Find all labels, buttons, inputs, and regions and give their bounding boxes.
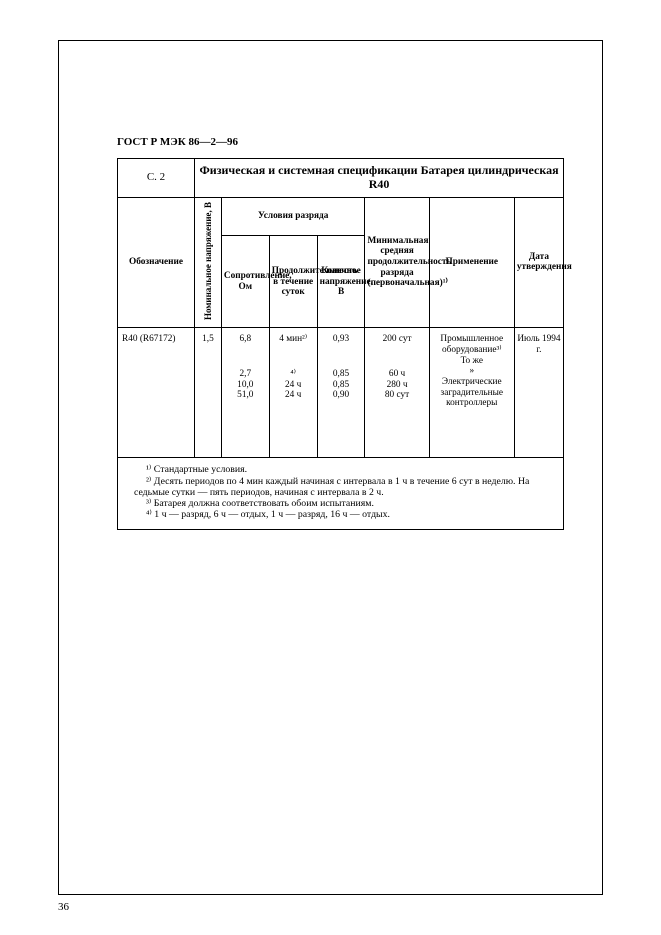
- cell-application: Промышленное оборудование³⁾ То же » Элек…: [429, 328, 514, 458]
- title-row: С. 2 Физическая и системная спецификации…: [118, 159, 564, 198]
- notes-cell: ¹⁾ Стандартные условия. ²⁾ Десять период…: [118, 458, 564, 529]
- hdr-resistance: Сопротивление, Ом: [221, 236, 269, 328]
- header-row-1: Обозначение Номинальное напряжение, В Ус…: [118, 197, 564, 236]
- cell-duty: 4 мин²⁾ ⁴⁾ 24 ч 24 ч: [269, 328, 317, 458]
- note-4: ⁴⁾ 1 ч — разряд, 6 ч — отдых, 1 ч — разр…: [134, 509, 557, 520]
- running-head: ГОСТ Р МЭК 86—2—96: [117, 136, 564, 148]
- hdr-designation: Обозначение: [118, 197, 195, 328]
- hdr-end-voltage: Конечное напряжение, В: [317, 236, 365, 328]
- note-3: ³⁾ Батарея должна соответствовать обоим …: [134, 498, 557, 509]
- hdr-min-duration: Минимальная средняя продолжительность ра…: [365, 197, 429, 328]
- notes-row: ¹⁾ Стандартные условия. ²⁾ Десять период…: [118, 458, 564, 529]
- hdr-approval-date: Дата утверждения: [514, 197, 563, 328]
- data-row: R40 (R67172) 1,5 6,8 2,7 10,0 51,0 4 мин…: [118, 328, 564, 458]
- cell-designation: R40 (R67172): [118, 328, 195, 458]
- cell-nominal-voltage: 1,5: [195, 328, 222, 458]
- page-frame: ГОСТ Р МЭК 86—2—96 С. 2 Физическая и сис…: [58, 40, 603, 895]
- cell-end-voltage: 0,93 0,85 0,85 0,90: [317, 328, 365, 458]
- hdr-nominal-voltage: Номинальное напряжение, В: [195, 197, 222, 328]
- cell-approval-date: Июль 1994 г.: [514, 328, 563, 458]
- section-number: С. 2: [118, 159, 195, 198]
- spec-table: С. 2 Физическая и системная спецификации…: [117, 158, 564, 530]
- cell-resistance: 6,8 2,7 10,0 51,0: [221, 328, 269, 458]
- note-1: ¹⁾ Стандартные условия.: [134, 464, 557, 475]
- spec-title: Физическая и системная спецификации Бата…: [195, 159, 564, 198]
- page-number: 36: [58, 901, 69, 913]
- hdr-discharge-conditions: Условия разряда: [221, 197, 365, 236]
- cell-min-duration: 200 сут 60 ч 280 ч 80 сут: [365, 328, 429, 458]
- hdr-duty-duration: Продолжительность в течение суток: [269, 236, 317, 328]
- note-2: ²⁾ Десять периодов по 4 мин каждый начин…: [122, 476, 557, 499]
